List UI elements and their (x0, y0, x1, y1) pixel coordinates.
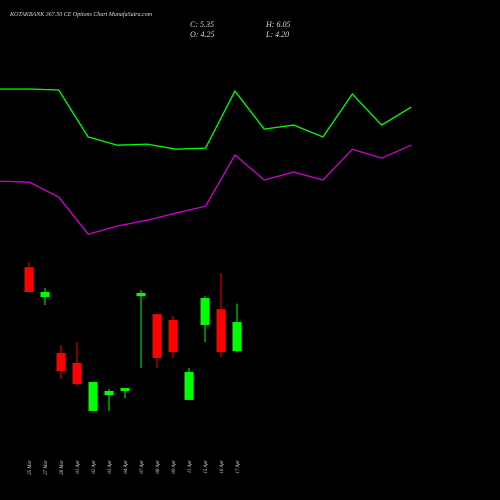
indicator-line (0, 88, 412, 150)
candle-body (184, 371, 194, 400)
candle-body (24, 267, 34, 292)
x-tick-label: 27 Mar (44, 460, 49, 475)
candle-body (72, 362, 82, 385)
x-tick-label: 01 Apr (76, 460, 81, 474)
x-tick-label: 09 Apr (172, 460, 177, 474)
x-tick-label: 28 Mar (60, 460, 65, 475)
x-tick-label: 25 Mar (28, 460, 33, 475)
x-tick-label: 02 Apr (92, 460, 97, 474)
candle-body (104, 390, 114, 396)
x-tick-label: 04 Apr (124, 460, 129, 474)
candle-body (168, 319, 178, 353)
x-tick-label: 16 Apr (220, 460, 225, 474)
x-tick-label: 03 Apr (108, 460, 113, 474)
candle-body (216, 309, 226, 353)
x-tick-label: 17 Apr (236, 460, 241, 474)
x-tick-label: 08 Apr (156, 460, 161, 474)
high-label: H: 6.05 (265, 20, 290, 29)
candle-body (136, 293, 146, 297)
x-tick-label: 11 Apr (188, 460, 193, 473)
chart-title: KOTAKBANK 367.50 CE Options Chart Munafa… (9, 11, 153, 18)
candle-body (88, 381, 98, 412)
candle-body (56, 352, 66, 372)
open-label: O: 4.25 (190, 30, 214, 39)
low-label: L: 4.20 (265, 30, 289, 39)
candle-body (40, 291, 50, 297)
candle-body (152, 314, 162, 358)
close-label: C: 5.35 (190, 20, 214, 29)
candle-body (120, 388, 130, 391)
candle-body (200, 298, 210, 325)
candle-body (232, 322, 242, 352)
x-tick-label: 07 Apr (140, 460, 145, 474)
x-tick-label: 15 Apr (204, 460, 209, 474)
indicator-line (0, 144, 412, 235)
